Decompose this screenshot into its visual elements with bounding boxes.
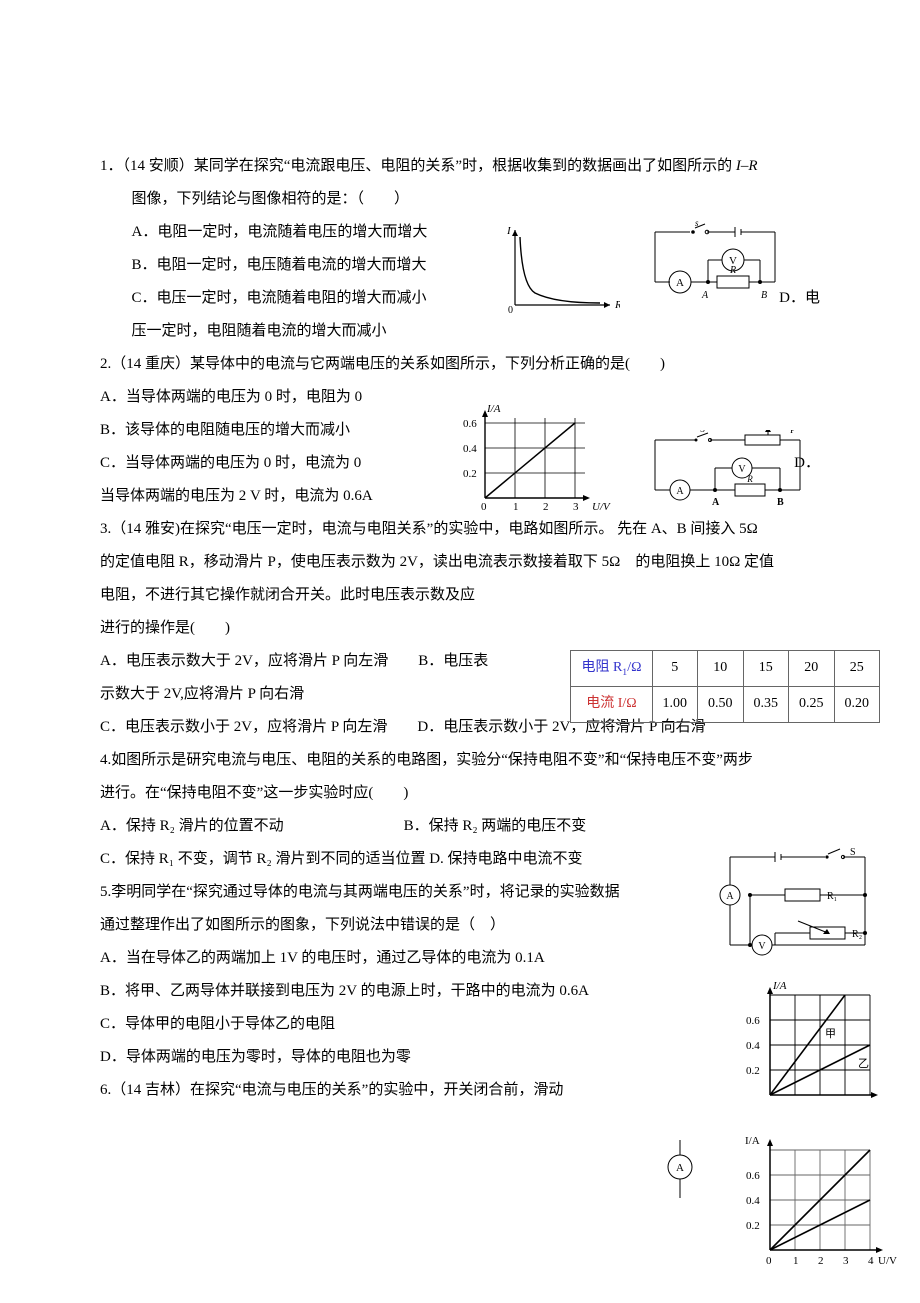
q5-graph: 甲 乙 0.2 0.4 0.6 I/A [740, 975, 885, 1115]
q3-stem2: 的定值电阻 R，移动滑片 P，使电压表示数为 2V，读出电流表示数接着取下 5Ω… [100, 546, 820, 579]
q3-table-r2c2: 0.50 [698, 686, 744, 722]
svg-text:R: R [746, 474, 753, 484]
svg-text:I: I [506, 225, 512, 237]
svg-text:V: V [729, 255, 737, 267]
svg-text:R₂: R₂ [852, 929, 862, 940]
svg-text:I/A: I/A [772, 980, 787, 992]
svg-text:3: 3 [843, 1255, 849, 1267]
q1-optC: C．电压一定时，电流随着电阻的增大而减小 [132, 282, 427, 315]
q5-optD: D．导体两端的电压为零时，导体的电阻也为零 [100, 1041, 820, 1074]
svg-text:0.2: 0.2 [746, 1220, 760, 1232]
svg-text:0.4: 0.4 [746, 1195, 760, 1207]
q2-IU-graph: 0 1 2 3 U/V 0.2 0.4 0.6 I/A [455, 398, 615, 518]
q3-table-r1c5: 25 [834, 651, 880, 687]
svg-text:A: A [676, 1162, 684, 1174]
q3-table-r2c4: 0.25 [789, 686, 835, 722]
q4-circuit: S A V R₁ R₂ [715, 845, 880, 965]
q1-circuit: A R V A B s [635, 220, 795, 310]
q3-table-r2c5: 0.20 [834, 686, 880, 722]
svg-text:R: R [614, 299, 620, 311]
svg-text:0.6: 0.6 [463, 418, 477, 430]
q4-stem1: 4.如图所示是研究电流与电压、电阻的关系的电路图，实验分“保持电阻不变”和“保持… [100, 744, 820, 777]
q1-stem-line1: 1．（14 安顺）某同学在探究“电流跟电压、电阻的关系”时，根据收集到的数据画出… [100, 150, 820, 183]
svg-text:2: 2 [543, 501, 549, 513]
q4-stem2: 进行。在“保持电阻不变”这一步实验时应( ) [100, 777, 820, 810]
q6-ammeter-fragment: A [655, 1140, 705, 1200]
svg-text:A: A [726, 891, 734, 902]
svg-text:A: A [712, 497, 720, 508]
q3-table-r2c1: 1.00 [652, 686, 698, 722]
q2-stem: 2.（14 重庆）某导体中的电流与它两端电压的关系如图所示，下列分析正确的是( … [100, 348, 820, 381]
svg-text:4: 4 [868, 1255, 874, 1267]
svg-text:1: 1 [513, 501, 519, 513]
svg-text:A: A [676, 486, 684, 497]
svg-text:1: 1 [793, 1255, 799, 1267]
svg-text:乙: 乙 [858, 1057, 869, 1070]
svg-text:B: B [777, 497, 784, 508]
svg-text:V: V [758, 941, 766, 952]
q1-stem-text1: 1．（14 安顺）某同学在探究“电流跟电压、电阻的关系”时，根据收集到的数据画出… [100, 158, 736, 174]
svg-text:0.4: 0.4 [746, 1040, 760, 1052]
q2-optC: C．当导体两端的电压为 0 时，电流为 0 [100, 447, 361, 480]
q3-table-r1c0: 电阻 R1/Ω [571, 651, 652, 687]
q3-stem3: 电阻，不进行其它操作就闭合开关。此时电压表示数及应 [100, 579, 820, 612]
q3-table-r2c0: 电流 I/Ω [571, 686, 652, 722]
svg-text:S: S [700, 430, 705, 434]
q3-stem4: 进行的操作是( ) [100, 612, 820, 645]
q3-table-r2c3: 0.35 [743, 686, 789, 722]
q6-graph: 0 1 2 3 4 U/V 0.2 0.4 0.6 I/A [740, 1130, 900, 1280]
q3-table-r1c2: 10 [698, 651, 744, 687]
q5-stem1: 5.李明同学在“探究通过导体的电流与其两端电压的关系”时，将记录的实验数据 [100, 876, 820, 909]
svg-text:0.4: 0.4 [463, 443, 477, 455]
svg-text:I/A: I/A [745, 1135, 760, 1147]
svg-text:B: B [761, 290, 767, 301]
q6-stem: 6.（14 吉林）在探究“电流与电压的关系”的实验中，开关闭合前，滑动 [100, 1074, 820, 1107]
q5-stem2: 通过整理作出了如图所示的图象，下列说法中错误的是（ ） [100, 909, 820, 942]
svg-text:0.6: 0.6 [746, 1170, 760, 1182]
q1-optD-tail: 压一定时，电阻随着电流的增大而减小 [100, 315, 820, 348]
q5-optC: C．导体甲的电阻小于导体乙的电阻 [100, 1008, 820, 1041]
q1-IR-curve: R I 0 [500, 225, 620, 315]
svg-text:0: 0 [481, 501, 487, 513]
svg-text:R₁: R₁ [827, 891, 837, 902]
q2-circuit: S P A R V A B [640, 430, 810, 510]
svg-text:I/A: I/A [486, 403, 501, 415]
svg-text:0.6: 0.6 [746, 1015, 760, 1027]
svg-text:0: 0 [766, 1255, 772, 1267]
q5-optA: A．当在导体乙的两端加上 1V 的电压时，通过乙导体的电流为 0.1A [100, 942, 820, 975]
q3-table-r1c4: 20 [789, 651, 835, 687]
svg-text:P: P [790, 430, 795, 435]
q3-table-r1c3: 15 [743, 651, 789, 687]
svg-text:0.2: 0.2 [746, 1065, 760, 1077]
svg-text:0.2: 0.2 [463, 468, 477, 480]
svg-text:A: A [701, 290, 709, 301]
q5-optB: B．将甲、乙两导体并联接到电压为 2V 的电源上时，干路中的电流为 0.6A [100, 975, 820, 1008]
svg-text:U/V: U/V [592, 501, 611, 513]
svg-text:s: s [695, 220, 699, 228]
q1-stem-line2: 图像，下列结论与图像相符的是：（ ） [100, 183, 820, 216]
q1-IR: I–R [736, 158, 758, 174]
svg-text:A: A [676, 277, 684, 289]
svg-text:2: 2 [818, 1255, 824, 1267]
q3-table-r1c1: 5 [652, 651, 698, 687]
svg-text:甲: 甲 [825, 1028, 836, 1040]
svg-text:V: V [738, 464, 746, 475]
svg-text:U/V: U/V [878, 1255, 897, 1267]
svg-text:0: 0 [508, 305, 513, 315]
svg-text:S: S [850, 847, 856, 858]
q3-data-table: 电阻 R1/Ω 5 10 15 20 25 电流 I/Ω 1.00 0.50 0… [570, 650, 880, 723]
svg-text:3: 3 [573, 501, 579, 513]
q4-optCD: C．保持 R₁ 不变，调节 R₂ 滑片到不同的适当位置 D. 保持电路中电流不变 [100, 843, 820, 876]
q4-optAB: A．保持 R₂ 滑片的位置不动 B．保持 R₂ 两端的电压不变 [100, 810, 820, 843]
